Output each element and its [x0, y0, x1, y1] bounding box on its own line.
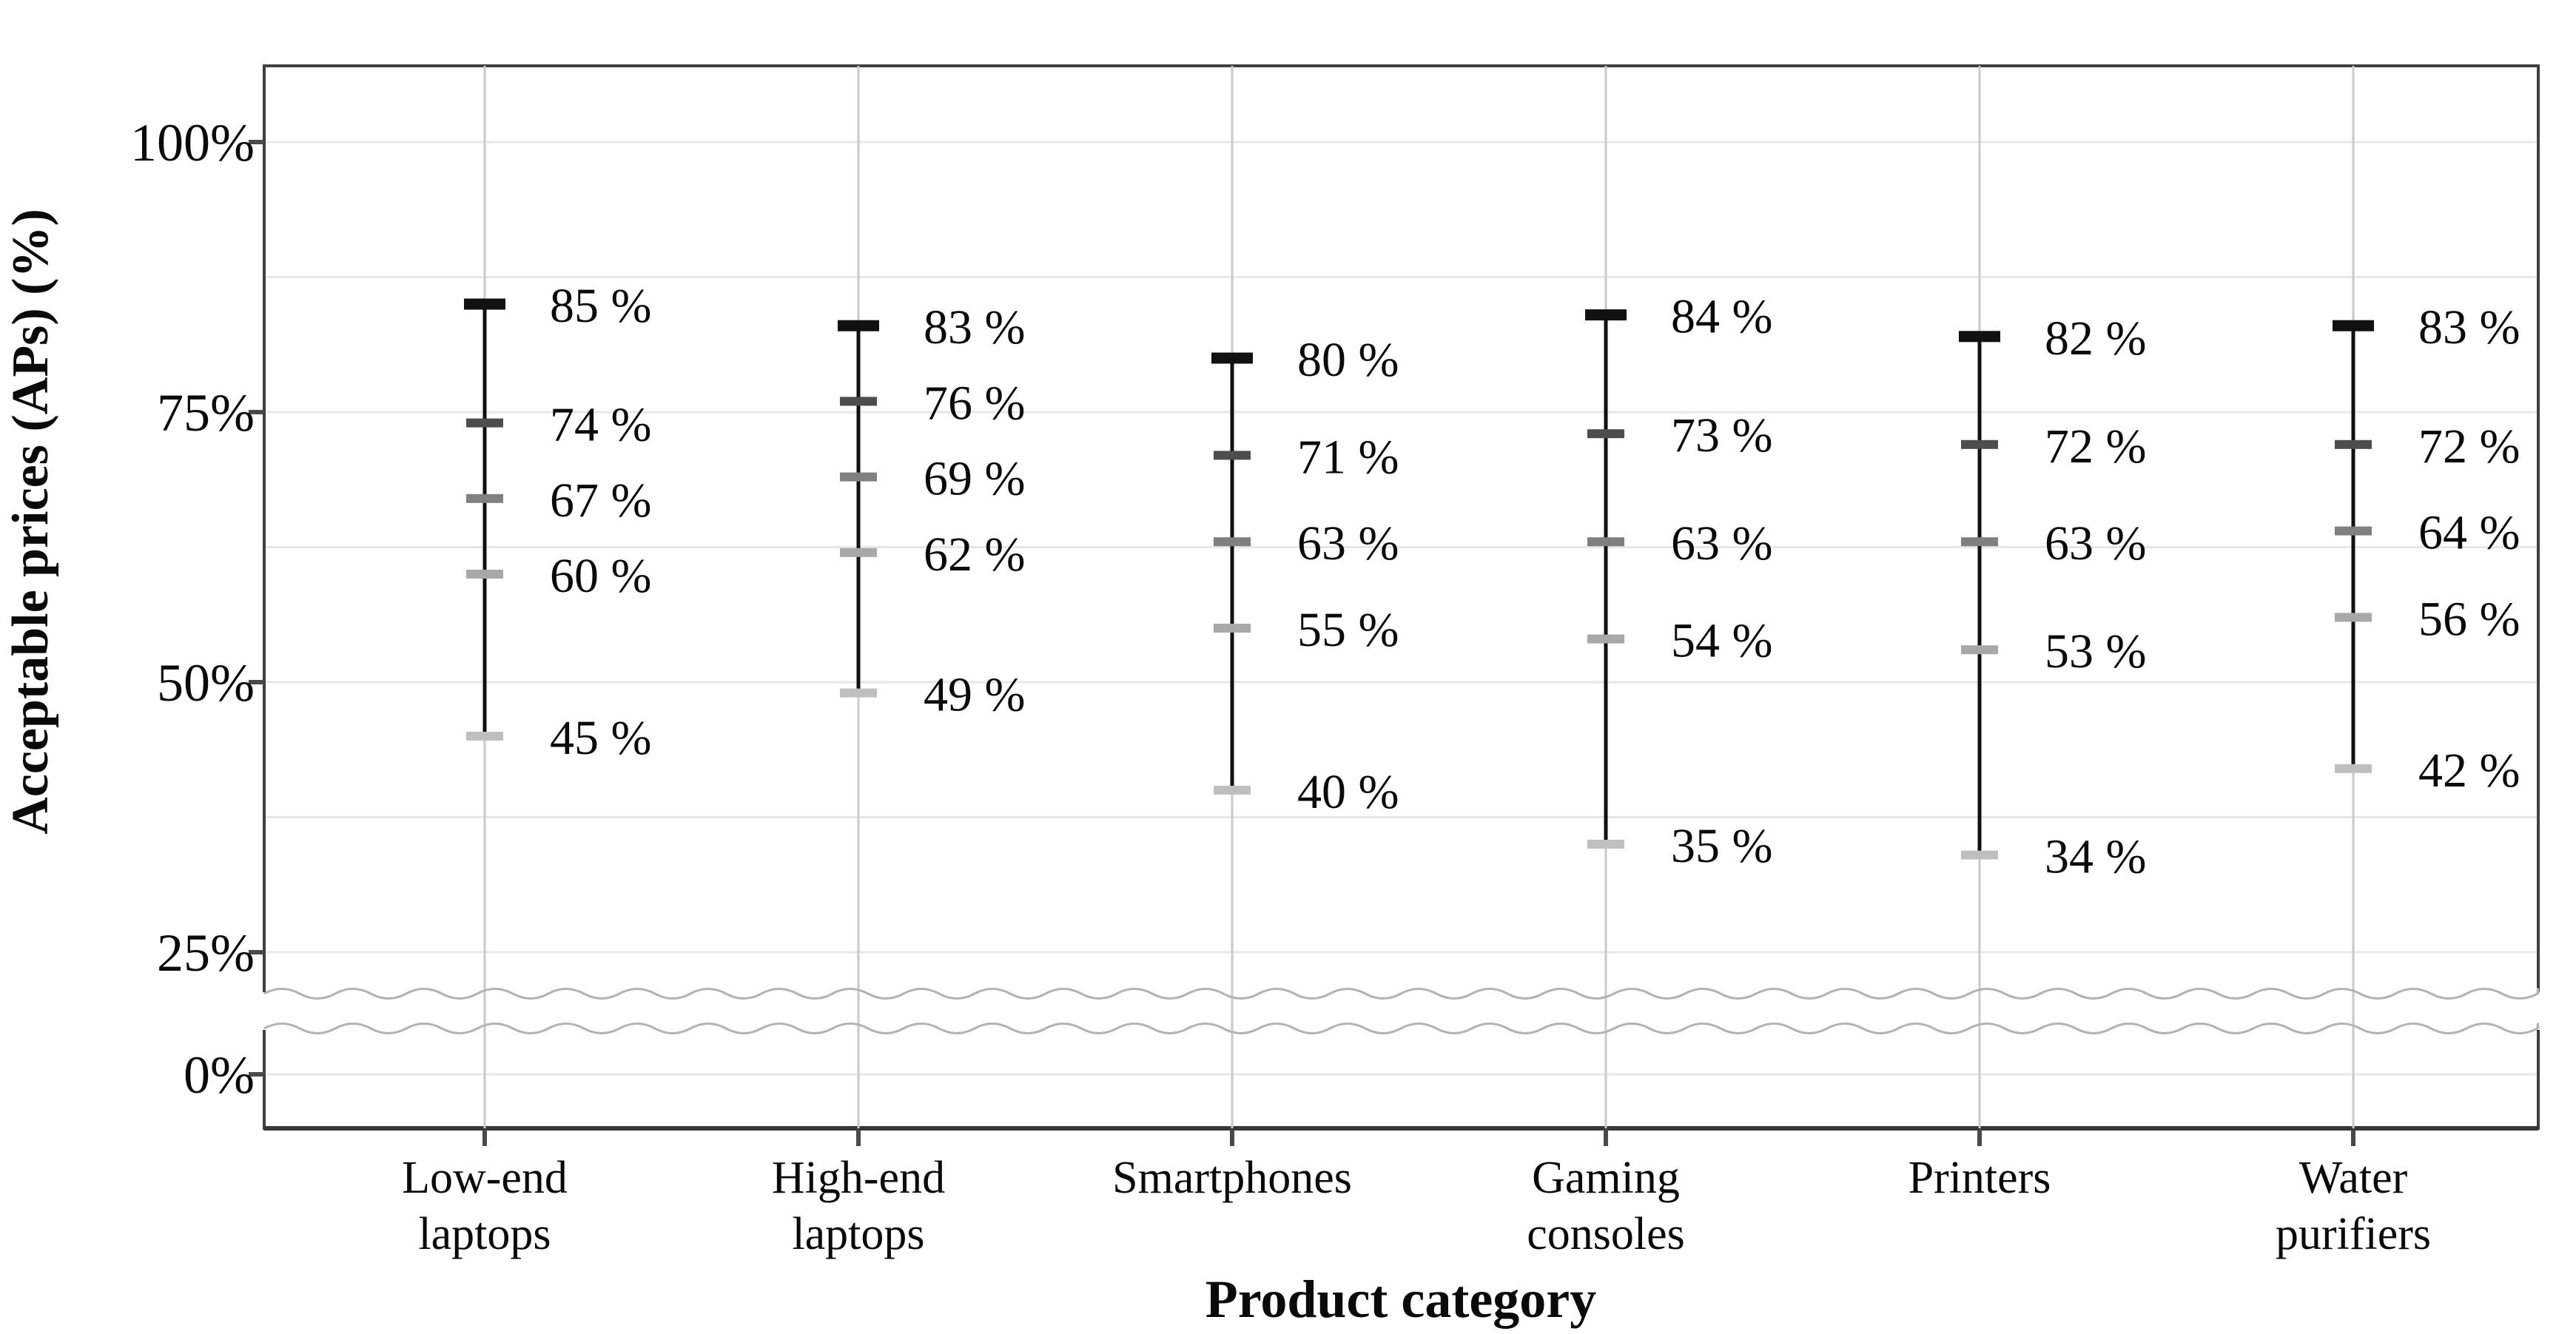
- value-label-low-end-laptops-level-2: 74 %: [550, 398, 651, 452]
- whisker-tick-high-end-laptops-level-3: [840, 472, 877, 482]
- category-label-water-purifiers: Water purifiers: [2276, 1153, 2431, 1259]
- category-label-printers: Printers: [1909, 1153, 2051, 1203]
- value-label-printers-level-2: 72 %: [2045, 420, 2146, 474]
- value-label-water-purifiers-level-3: 64 %: [2418, 506, 2520, 560]
- value-label-smartphones-level-3: 63 %: [1297, 516, 1399, 570]
- whisker-tick-high-end-laptops-level-1-top: [838, 320, 879, 331]
- value-label-high-end-laptops-level-5-bottom: 49 %: [924, 668, 1025, 722]
- y-axis-title: Acceptable prices (APs) (%): [2, 209, 59, 835]
- y-tick-label: 25%: [157, 923, 255, 983]
- whisker-tick-low-end-laptops-level-5-bottom: [466, 732, 503, 741]
- whisker-tick-gaming-consoles-level-5-bottom: [1587, 840, 1624, 849]
- whisker-tick-printers-level-4: [1961, 645, 1998, 655]
- value-label-water-purifiers-level-1-top: 83 %: [2418, 300, 2520, 354]
- whisker-tick-high-end-laptops-level-5-bottom: [840, 688, 877, 698]
- value-label-printers-level-3: 63 %: [2045, 516, 2146, 570]
- value-label-high-end-laptops-level-4: 62 %: [924, 528, 1025, 582]
- y-tick-label: 100%: [130, 113, 255, 172]
- value-label-smartphones-level-4: 55 %: [1297, 603, 1399, 657]
- whisker-tick-low-end-laptops-level-1-top: [464, 298, 505, 310]
- y-tick-label: 0%: [184, 1045, 255, 1105]
- whisker-tick-printers-level-5-bottom: [1961, 850, 1998, 860]
- value-label-gaming-consoles-level-5-bottom: 35 %: [1671, 819, 1772, 873]
- whisker-tick-water-purifiers-level-4: [2335, 613, 2372, 622]
- whisker-tick-smartphones-level-3: [1214, 537, 1251, 547]
- axis-break-wave-top: [263, 988, 2540, 1000]
- category-label-low-end-laptops: Low-end laptops: [402, 1153, 568, 1259]
- value-label-high-end-laptops-level-2: 76 %: [924, 376, 1025, 430]
- whisker-tick-gaming-consoles-level-2: [1587, 429, 1624, 439]
- y-tick-label: 50%: [157, 653, 255, 713]
- whisker-tick-printers-level-2: [1961, 439, 1998, 449]
- value-label-smartphones-level-2: 71 %: [1297, 430, 1399, 484]
- category-label-smartphones: Smartphones: [1112, 1153, 1352, 1203]
- whisker-tick-water-purifiers-level-5-bottom: [2335, 764, 2372, 773]
- value-label-printers-level-4: 53 %: [2045, 624, 2146, 678]
- x-axis-title: Product category: [1205, 1270, 1597, 1329]
- value-label-gaming-consoles-level-4: 54 %: [1671, 614, 1772, 668]
- value-label-smartphones-level-5-bottom: 40 %: [1297, 765, 1399, 819]
- whisker-tick-low-end-laptops-level-4: [466, 570, 503, 579]
- whisker-tick-water-purifiers-level-3: [2335, 526, 2372, 536]
- whisker-tick-gaming-consoles-level-3: [1587, 537, 1624, 547]
- whisker-tick-low-end-laptops-level-3: [466, 493, 503, 503]
- category-label-gaming-consoles: Gaming consoles: [1527, 1153, 1685, 1259]
- value-label-low-end-laptops-level-5-bottom: 45 %: [550, 711, 651, 765]
- whisker-tick-smartphones-level-5-bottom: [1214, 786, 1251, 795]
- whisker-tick-smartphones-level-1-top: [1211, 352, 1253, 364]
- whisker-tick-water-purifiers-level-1-top: [2333, 320, 2374, 331]
- whisker-tick-printers-level-3: [1961, 537, 1998, 547]
- category-label-high-end-laptops: High-end laptops: [772, 1153, 945, 1259]
- whisker-tick-low-end-laptops-level-2: [466, 418, 503, 428]
- whisker-tick-smartphones-level-2: [1214, 451, 1251, 460]
- value-label-gaming-consoles-level-1-top: 84 %: [1671, 290, 1772, 344]
- value-label-printers-level-1-top: 82 %: [2045, 311, 2146, 365]
- axis-break-wave-bottom: [263, 1023, 2540, 1034]
- whisker-tick-smartphones-level-4: [1214, 624, 1251, 633]
- whisker-tick-high-end-laptops-level-4: [840, 548, 877, 557]
- whisker-tick-water-purifiers-level-2: [2335, 439, 2372, 449]
- value-label-smartphones-level-1-top: 80 %: [1297, 333, 1399, 387]
- value-label-gaming-consoles-level-2: 73 %: [1671, 408, 1772, 462]
- value-label-water-purifiers-level-2: 72 %: [2418, 420, 2520, 474]
- value-label-gaming-consoles-level-3: 63 %: [1671, 516, 1772, 570]
- whisker-tick-high-end-laptops-level-2: [840, 397, 877, 406]
- value-label-printers-level-5-bottom: 34 %: [2045, 830, 2146, 884]
- whisker-tick-gaming-consoles-level-1-top: [1585, 309, 1627, 321]
- whisker-tick-gaming-consoles-level-4: [1587, 634, 1624, 644]
- y-tick-label: 75%: [157, 383, 255, 442]
- value-label-low-end-laptops-level-4: 60 %: [550, 549, 651, 603]
- whisker-tick-printers-level-1-top: [1959, 331, 2000, 343]
- value-label-high-end-laptops-level-1-top: 83 %: [924, 300, 1025, 354]
- value-label-low-end-laptops-level-3: 67 %: [550, 474, 651, 528]
- value-label-water-purifiers-level-5-bottom: 42 %: [2418, 744, 2520, 798]
- value-label-high-end-laptops-level-3: 69 %: [924, 452, 1025, 506]
- value-label-low-end-laptops-level-1-top: 85 %: [550, 279, 651, 333]
- value-label-water-purifiers-level-4: 56 %: [2418, 592, 2520, 646]
